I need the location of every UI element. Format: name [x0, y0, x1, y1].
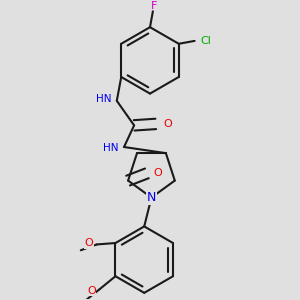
Text: O: O	[84, 238, 93, 248]
Text: N: N	[147, 191, 156, 204]
Text: HN: HN	[96, 94, 112, 104]
Text: F: F	[151, 1, 158, 10]
Text: O: O	[87, 286, 96, 296]
Text: HN: HN	[103, 143, 119, 154]
Text: Cl: Cl	[201, 36, 212, 46]
Text: O: O	[154, 168, 162, 178]
Text: O: O	[163, 119, 172, 129]
